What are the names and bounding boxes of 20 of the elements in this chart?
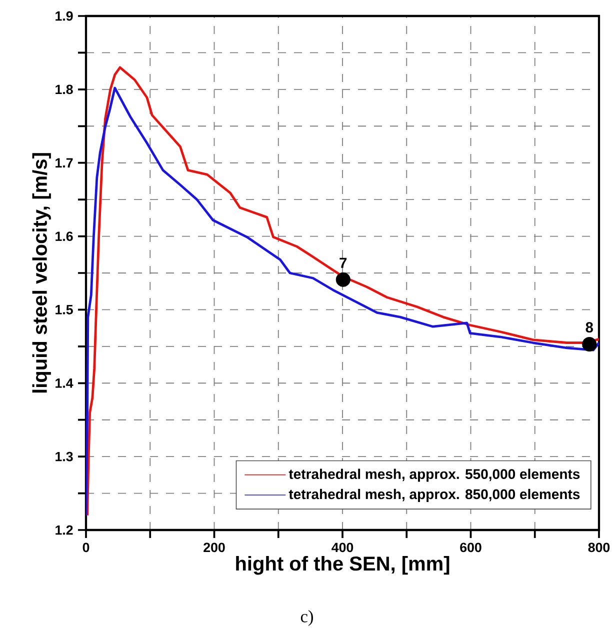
text: c) [300,610,313,626]
y-tick-label: 1.3 [56,452,73,462]
y-tick-label: 1.6 [56,232,73,241]
x-tick-label: 0 [82,542,90,552]
y-tick-label: 1.9 [56,11,73,21]
legend-label: tetrahedral mesh, approx. 550,000 elements [288,468,580,482]
annotation: 8 [586,322,593,333]
y-tick-label: 1.8 [56,84,73,94]
y-tick-label: 1.5 [56,305,73,314]
y-axis-title: liquid steel velocity, [m/s] [32,153,51,393]
annotation: 7 [340,258,347,268]
y-tick-label: 1.7 [56,158,73,168]
x-axis-title: hight of the SEN, [mm] [236,556,450,575]
x-tick-label: 200 [204,542,225,552]
x-tick-label: 400 [332,542,354,552]
x-tick-label: 800 [588,542,610,552]
legend-label: tetrahedral mesh, approx. 850,000 elements [288,488,580,502]
x-tick-label: 600 [460,542,482,552]
y-tick-label: 1.4 [56,378,74,388]
y-tick-label: 1.2 [56,525,73,535]
